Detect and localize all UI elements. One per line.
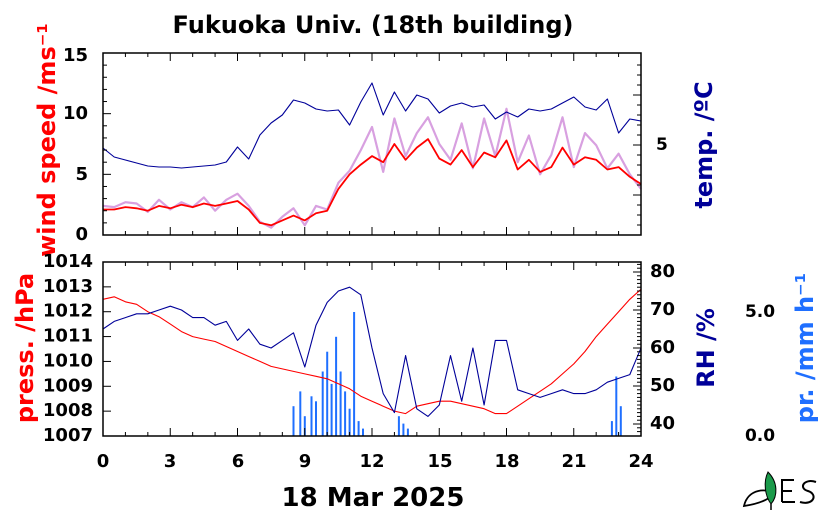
pressure-line: [102, 288, 642, 415]
x-tick-label-12: 12: [359, 451, 384, 472]
precipitation-bar: [610, 421, 613, 436]
upper-y-tick-label-5: 5: [75, 164, 88, 185]
precipitation-bar: [310, 396, 313, 436]
x-tick-label-24: 24: [628, 451, 653, 472]
upper-right-ticks: [633, 64, 641, 226]
pressure-tick-label: 1010: [43, 350, 93, 371]
x-tick-label-3: 3: [164, 451, 177, 472]
lower-panel: 1007 1008 1009 1010 1011 1012 1013 1014 40 50 60 7…: [11, 251, 819, 446]
temperature-axis-label: temp. /ºC: [690, 81, 718, 208]
precipitation-bar: [362, 428, 364, 436]
precipitation-bar: [619, 406, 622, 436]
pressure-tick-label: 1011: [43, 326, 93, 347]
humidity-tick-label: 70: [650, 299, 675, 320]
upper-y-tick-label-15: 15: [63, 45, 88, 66]
x-tick-label-9: 9: [299, 451, 312, 472]
wind-speed-axis-label: wind speed /ms⁻¹: [33, 23, 61, 257]
precipitation-bar: [357, 421, 360, 436]
humidity-tick-label: 40: [650, 413, 675, 434]
pressure-axis-label: press. /hPa: [11, 273, 39, 423]
pressure-tick-label: 1014: [43, 251, 93, 272]
pressure-tick-label: 1007: [43, 425, 93, 446]
precipitation-bar: [330, 383, 333, 436]
pressure-tick-label: 1012: [43, 301, 93, 322]
upper-plot-frame: [102, 52, 642, 236]
precipitation-bar: [326, 351, 329, 436]
precipitation-bar: [615, 376, 618, 436]
precipitation-bar: [353, 312, 356, 436]
precipitation-bar: [339, 371, 342, 436]
upper-y-tick-label-10: 10: [63, 103, 88, 124]
upper-x-ticks: [102, 53, 642, 235]
upper-y-tick-label-0: 0: [75, 224, 88, 245]
x-tick-labels: 0 3 6 9 12 15 18 21 24: [97, 451, 654, 472]
precipitation-bar: [402, 423, 405, 436]
precipitation-bar: [397, 416, 400, 436]
x-tick-label-15: 15: [427, 451, 452, 472]
humidity-line: [102, 286, 642, 417]
humidity-tick-label: 50: [650, 375, 675, 396]
date-label: 18 Mar 2025: [282, 483, 465, 513]
upper-right-tick-label-5: 5: [656, 135, 668, 155]
x-tick-label-18: 18: [494, 451, 519, 472]
upper-data-layer: [102, 82, 642, 229]
lower-left-ticks: 1007 1008 1009 1010 1011 1012 1013 1014: [43, 251, 111, 446]
precipitation-bar: [335, 336, 338, 436]
humidity-tick-label: 60: [650, 337, 675, 358]
upper-panel: 15 10 5 0 5 wind speed /ms⁻¹ temp. /ºC: [33, 23, 718, 257]
precipitation-bar: [303, 416, 306, 436]
x-tick-label-21: 21: [561, 451, 586, 472]
precipitation-bar: [315, 401, 317, 436]
precip-tick-label-0: 0.0: [745, 426, 775, 446]
precipitation-bar: [299, 391, 302, 436]
precip-tick-label-5: 5.0: [745, 302, 775, 322]
precipitation-bar: [292, 406, 295, 436]
pressure-tick-label: 1009: [43, 375, 93, 396]
lower-data-layer: [102, 286, 642, 436]
x-tick-label-6: 6: [232, 451, 245, 472]
precipitation-bar: [406, 428, 409, 436]
wind-avg-line: [103, 138, 642, 227]
precipitation-bar: [344, 391, 347, 436]
university-logo: [742, 471, 817, 510]
chart-title: Fukuoka Univ. (18th building): [173, 11, 574, 39]
precipitation-axis-label: pr. /mm h⁻¹: [791, 273, 819, 423]
humidity-axis-label: RH /%: [692, 308, 720, 388]
pressure-tick-label: 1008: [43, 400, 93, 421]
precipitation-bar: [348, 408, 351, 436]
lower-right-ticks: 40 50 60 70 80: [633, 261, 675, 434]
pressure-tick-label: 1013: [43, 276, 93, 297]
precipitation-bar: [321, 371, 324, 436]
upper-y-ticks: [103, 52, 111, 236]
humidity-tick-label: 80: [650, 261, 675, 282]
x-tick-label-0: 0: [97, 451, 110, 472]
lower-x-ticks: [102, 262, 642, 436]
